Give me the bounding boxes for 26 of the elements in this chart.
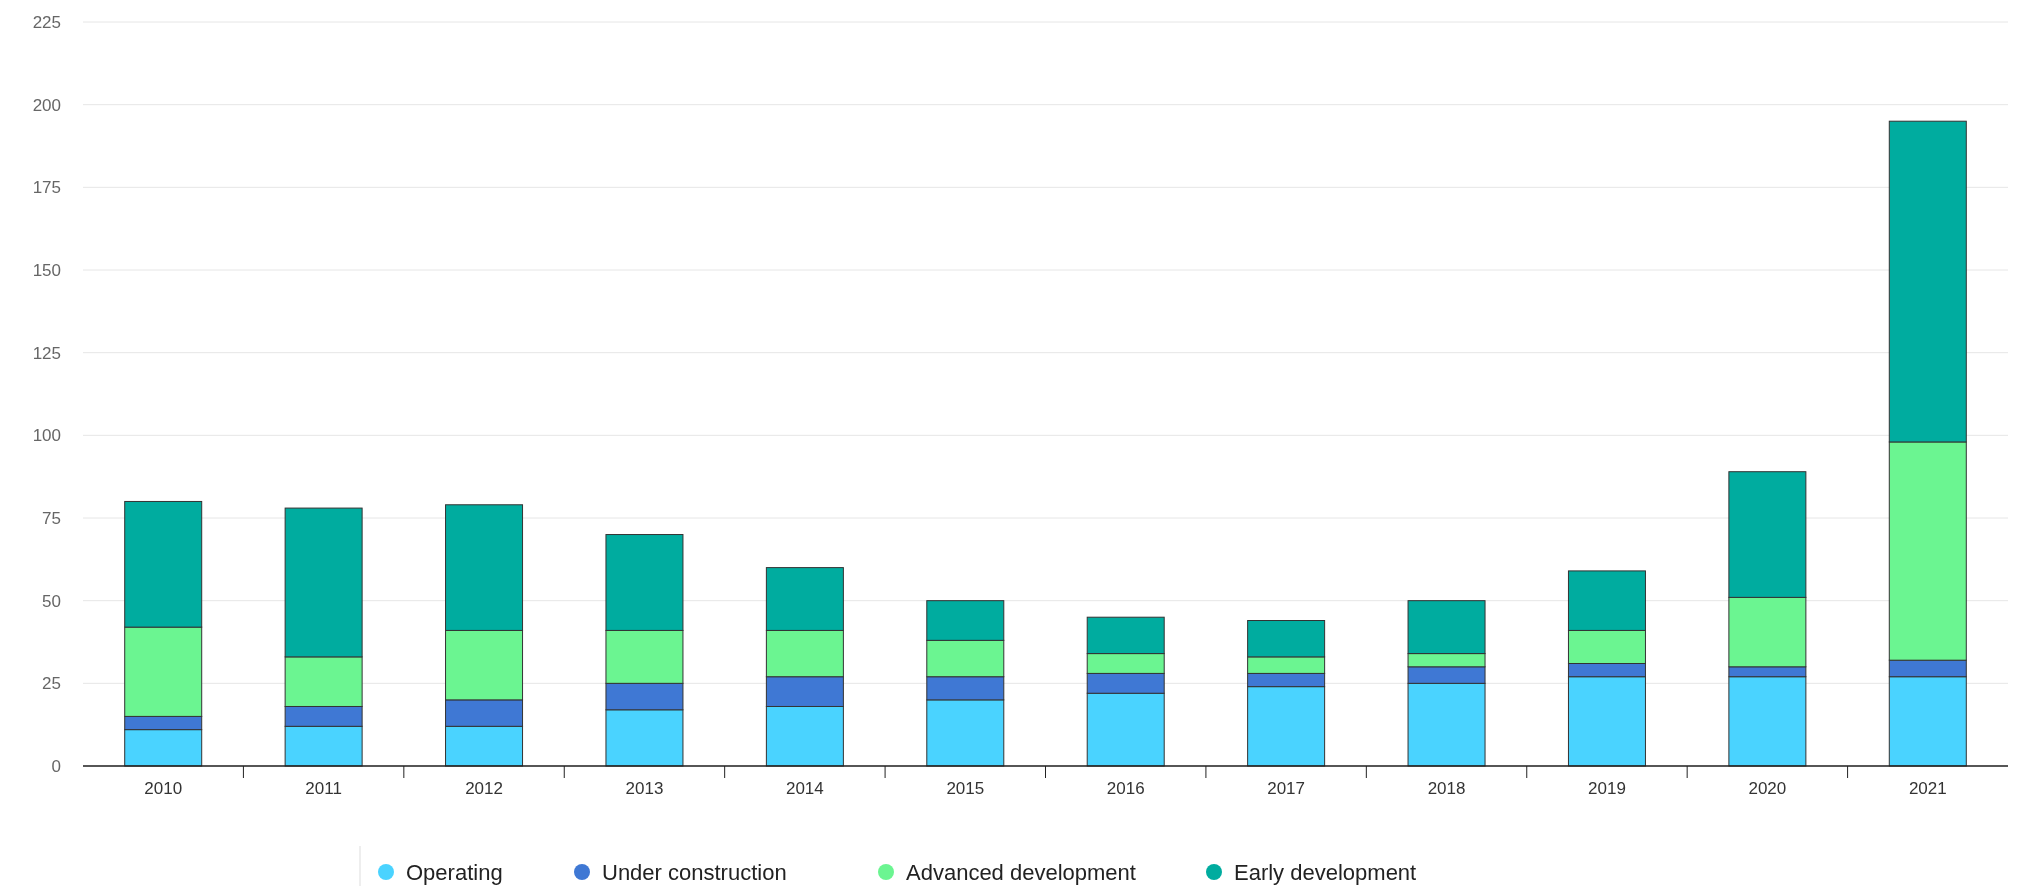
y-tick-label: 75 — [42, 508, 61, 528]
x-tick-label: 2018 — [1427, 779, 1466, 798]
x-tick-label: 2021 — [1908, 779, 1947, 798]
y-tick-label: 100 — [32, 426, 61, 446]
y-tick-label: 50 — [42, 591, 61, 611]
legend-label: Early development — [1234, 859, 1417, 885]
y-tick-label: 150 — [32, 260, 61, 280]
y-tick-label: 225 — [32, 12, 61, 32]
y-tick-label: 0 — [51, 756, 61, 776]
legend-label: Advanced development — [906, 859, 1136, 885]
y-tick-label: 200 — [32, 95, 61, 115]
y-tick-label: 125 — [32, 343, 61, 363]
x-tick-label: 2017 — [1267, 779, 1306, 798]
x-tick-label: 2014 — [785, 779, 824, 798]
legend-label: Under construction — [602, 859, 787, 885]
x-tick-label: 2010 — [144, 779, 183, 798]
x-tick-label: 2012 — [465, 779, 503, 798]
y-tick-label: 175 — [32, 178, 61, 198]
legend-label: Operating — [406, 859, 503, 885]
x-tick-label: 2013 — [625, 779, 664, 798]
x-tick-label: 2011 — [305, 779, 342, 798]
x-tick-label: 2020 — [1748, 779, 1787, 798]
x-tick-label: 2015 — [946, 779, 985, 798]
x-tick-label: 2016 — [1106, 779, 1145, 798]
x-tick-label: 2019 — [1588, 779, 1626, 798]
y-tick-label: 25 — [42, 674, 61, 694]
